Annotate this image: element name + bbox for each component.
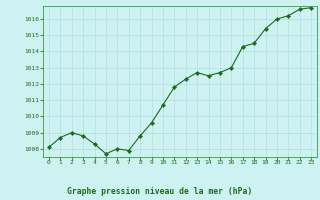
Text: Graphe pression niveau de la mer (hPa): Graphe pression niveau de la mer (hPa)	[68, 188, 252, 196]
